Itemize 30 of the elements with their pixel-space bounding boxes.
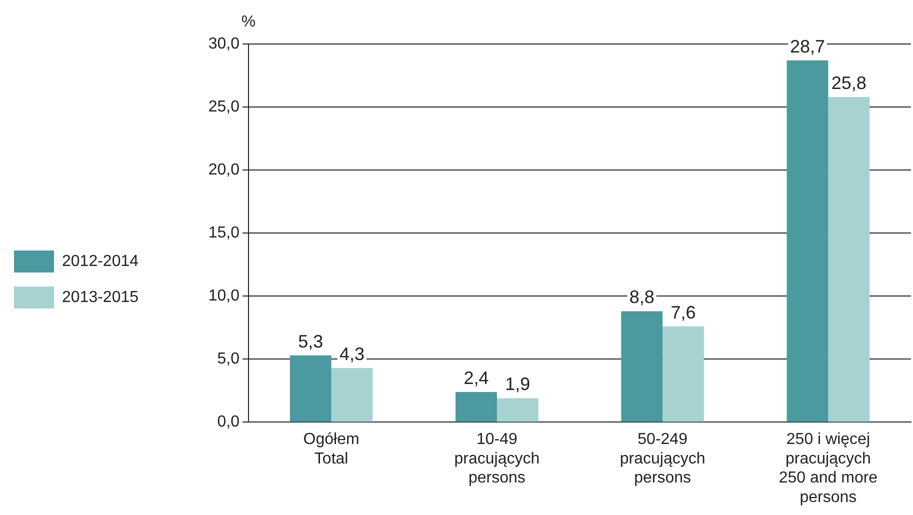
bar bbox=[496, 398, 538, 422]
legend-label: 2013-2015 bbox=[62, 288, 139, 306]
y-tick-label: 10,0 bbox=[208, 288, 240, 305]
x-tick-label: 10-49 pracujących persons bbox=[454, 431, 540, 487]
bar bbox=[662, 326, 704, 422]
data-label: 8,8 bbox=[629, 287, 654, 308]
bar bbox=[331, 368, 373, 422]
data-label: 25,8 bbox=[831, 72, 866, 93]
data-label: 4,3 bbox=[340, 344, 365, 364]
bar bbox=[290, 355, 332, 422]
data-label: 7,6 bbox=[670, 302, 696, 322]
data-label: 28,7 bbox=[790, 36, 826, 56]
y-tick-label: 30,0 bbox=[208, 35, 240, 52]
y-axis-title: % bbox=[241, 13, 256, 30]
x-tick-label: 250 i więcej pracujących 250 and more persons bbox=[778, 431, 878, 506]
y-tick-label: 20,0 bbox=[208, 161, 240, 178]
data-label: 2,4 bbox=[464, 368, 489, 388]
x-tick-label: Ogółem Total bbox=[303, 431, 360, 468]
bar bbox=[456, 392, 497, 422]
y-tick-label: 5,0 bbox=[217, 350, 240, 368]
y-tick-label: 0,0 bbox=[217, 414, 240, 431]
y-tick-label: 15,0 bbox=[208, 224, 240, 242]
bar bbox=[621, 311, 663, 422]
legend-label: 2012-2014 bbox=[62, 252, 139, 270]
x-tick-label: 50-249 pracujących persons bbox=[620, 431, 706, 487]
data-label: 1,9 bbox=[505, 374, 530, 394]
bar bbox=[786, 60, 828, 422]
y-tick-label: 25,0 bbox=[208, 98, 240, 116]
bar bbox=[828, 96, 870, 422]
data-label: 5,3 bbox=[298, 331, 324, 352]
